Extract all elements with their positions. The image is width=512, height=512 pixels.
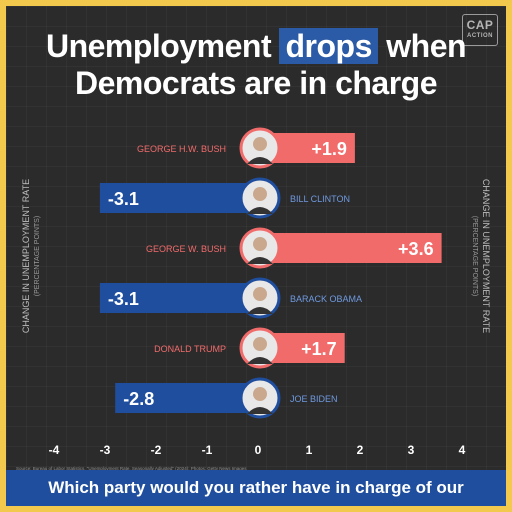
x-tick-label: -4 [49,443,60,457]
x-tick-label: -2 [151,443,162,457]
title-part2: when [377,28,467,64]
category-label: BILL CLINTON [290,194,350,204]
portrait-face [253,337,267,351]
logo-line2: ACTION [467,33,493,39]
x-tick-label: 1 [306,443,313,457]
bar-value-label: +1.9 [311,139,347,159]
portrait-face [253,387,267,401]
portrait-face [253,287,267,301]
logo-line1: CAP [466,18,494,32]
footer-banner: Which party would you rather have in cha… [6,470,506,506]
bar [99,183,259,213]
portrait-suit [247,207,273,214]
category-label: JOE BIDEN [290,394,338,404]
portrait-face [253,187,267,201]
x-tick-label: -1 [202,443,213,457]
category-label: BARACK OBAMA [290,294,362,304]
bar [115,383,258,413]
portrait-suit [247,307,273,314]
source-note: Source: Bureau of Labor Statistics, "Une… [16,466,247,471]
bar-value-label: -3.1 [108,189,139,209]
infographic-frame: CAP ACTION Unemployment drops when Democ… [6,6,506,506]
cap-action-logo: CAP ACTION [462,14,498,46]
category-label: DONALD TRUMP [154,344,226,354]
portrait-face [253,137,267,151]
bar-chart: +1.9 GEORGE H.W. BUSH -3.1 BILL CLINTON +3.6… [49,127,466,457]
x-tick-label: 3 [408,443,415,457]
portrait-suit [247,157,273,164]
title-highlight: drops [279,28,378,64]
bar-value-label: -3.1 [108,289,139,309]
bar-value-label: +1.7 [301,339,337,359]
portrait-suit [247,257,273,264]
x-tick-label: 0 [255,443,262,457]
category-label: GEORGE H.W. BUSH [137,144,226,154]
x-tick-label: -3 [100,443,111,457]
bar [258,233,442,263]
bar-value-label: +3.6 [398,239,434,259]
x-tick-label: 2 [357,443,364,457]
portrait-suit [247,407,273,414]
x-tick-label: 4 [459,443,466,457]
bar-value-label: -2.8 [123,389,154,409]
portrait-suit [247,357,273,364]
title-line2: Democrats are in charge [75,65,438,101]
category-label: GEORGE W. BUSH [146,244,226,254]
bar [99,283,259,313]
title-part1: Unemployment [45,28,280,64]
page-title: Unemployment drops when Democrats are in… [6,28,506,102]
portrait-face [253,237,267,251]
